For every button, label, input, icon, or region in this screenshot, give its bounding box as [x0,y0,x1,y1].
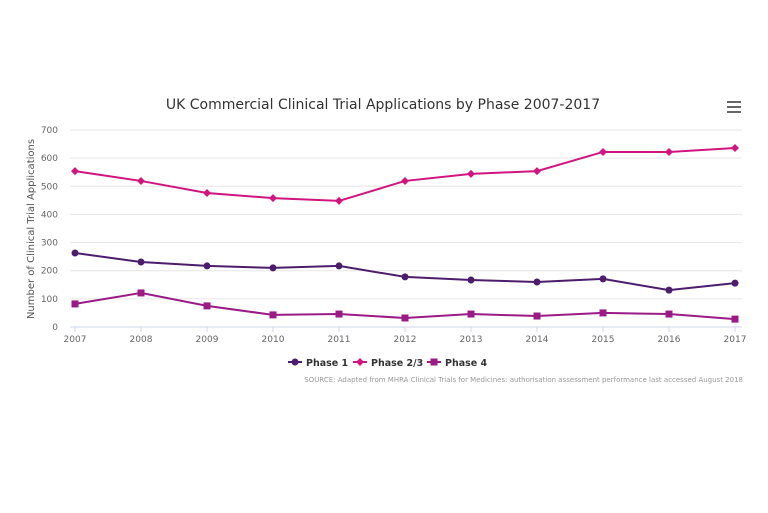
legend-label: Phase 2/3 [371,358,423,369]
y-tick-label: 600 [41,154,58,164]
x-tick-label: 2015 [592,335,615,345]
data-point [137,289,145,297]
y-tick-label: 200 [41,267,58,277]
data-point [731,315,739,323]
data-point [665,147,673,156]
data-point [203,189,211,198]
legend-label: Phase 4 [445,358,488,369]
data-point [401,273,409,281]
x-tick-label: 2017 [724,335,747,345]
source-note: SOURCE: Adapted from MHRA Clinical Trial… [304,376,743,384]
data-point [335,262,343,270]
y-tick-label: 500 [41,182,58,192]
data-point [599,147,607,156]
y-tick-label: 700 [41,126,58,136]
x-tick-label: 2016 [658,335,681,345]
data-point [665,286,673,294]
data-point [599,275,607,283]
y-tick-label: 100 [41,295,58,305]
data-point [269,311,277,319]
y-axis-label: Number of Clinical Trial Applications [26,139,37,319]
chart-title: UK Commercial Clinical Trial Application… [166,97,600,113]
data-point [335,310,343,318]
data-point [467,310,475,318]
data-point [401,176,409,185]
data-point [665,310,673,318]
data-point [71,300,79,308]
x-tick-label: 2009 [196,335,219,345]
x-tick-label: 2013 [460,335,483,345]
data-point [731,144,739,153]
series-phase-2-3 [71,144,739,205]
series-line [74,251,736,292]
legend-marker [430,358,438,366]
data-point [269,194,277,203]
data-point [203,262,211,270]
legend-label: Phase 1 [306,358,348,369]
legend-item[interactable]: Phase 1 [288,358,348,369]
y-tick-label: 0 [52,323,58,333]
data-point [533,312,541,320]
y-tick-label: 400 [41,210,58,220]
series-line [74,147,736,202]
x-tick-label: 2014 [526,335,549,345]
data-point [467,276,475,284]
legend-marker [291,358,299,366]
data-point [269,264,277,272]
x-tick-label: 2012 [394,335,417,345]
legend-item[interactable]: Phase 2/3 [353,358,423,369]
y-tick-label: 300 [41,239,58,249]
data-point [467,169,475,178]
data-point [335,196,343,205]
data-point [401,314,409,322]
data-point [137,258,145,266]
data-point [731,279,739,287]
hamburger-menu-icon[interactable] [727,101,741,113]
x-tick-label: 2007 [64,335,87,345]
legend-marker [356,358,364,366]
series-phase-1 [71,249,739,294]
x-tick-label: 2011 [328,335,351,345]
series-phase-4 [71,289,739,323]
data-point [71,249,79,257]
x-tick-label: 2010 [262,335,285,345]
data-point [203,302,211,310]
data-point [533,167,541,176]
legend-item[interactable]: Phase 4 [427,358,488,369]
data-point [71,167,79,176]
data-point [533,278,541,286]
data-point [137,176,145,185]
x-tick-label: 2008 [130,335,153,345]
data-point [599,309,607,317]
